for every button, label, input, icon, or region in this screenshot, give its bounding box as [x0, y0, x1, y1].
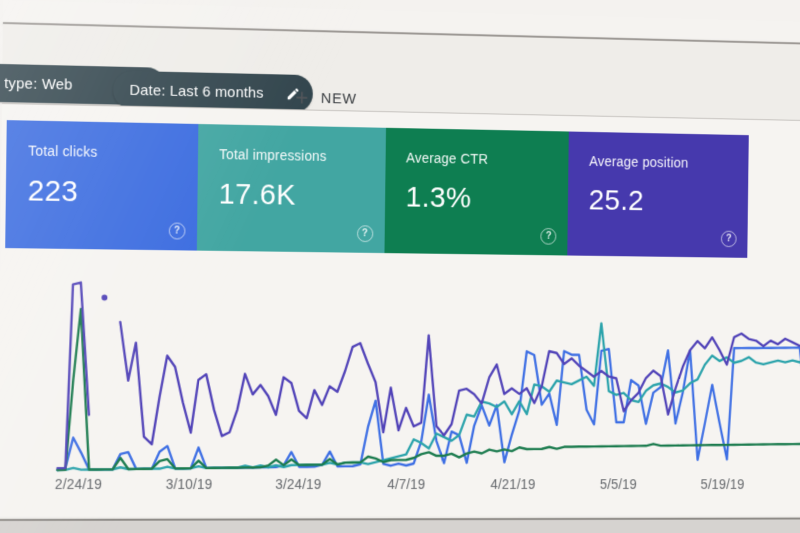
- total-impressions-card[interactable]: Total impressions 17.6K ?: [196, 123, 386, 254]
- new-filter-label: NEW: [320, 89, 358, 108]
- filter-bar: type: Web Date: Last 6 months + NEW: [0, 24, 800, 121]
- metric-cards-row: Total clicks 223 ? Total impressions 17.…: [5, 120, 749, 258]
- metric-value: 17.6K: [218, 177, 297, 212]
- x-axis-label: 4/21/19: [490, 476, 536, 492]
- average-position-card[interactable]: Average position 25.2 ?: [567, 131, 749, 258]
- x-axis-label: 3/10/19: [165, 476, 213, 492]
- help-icon[interactable]: ?: [168, 222, 186, 240]
- metric-label: Total impressions: [219, 146, 327, 164]
- x-axis-label: 3/24/19: [275, 476, 322, 492]
- x-axis-label: 5/5/19: [599, 476, 638, 492]
- metric-value: 223: [27, 174, 79, 209]
- metric-value: 1.3%: [405, 181, 472, 215]
- performance-line-chart[interactable]: [0, 250, 800, 491]
- help-icon[interactable]: ?: [720, 230, 737, 248]
- plus-icon: +: [295, 84, 309, 111]
- total-clicks-card[interactable]: Total clicks 223 ?: [5, 120, 199, 251]
- average-ctr-card[interactable]: Average CTR 1.3% ?: [383, 127, 570, 256]
- date-filter-chip[interactable]: Date: Last 6 months: [112, 70, 314, 113]
- bottom-band: [0, 519, 800, 533]
- help-icon[interactable]: ?: [356, 225, 373, 243]
- x-axis-label: 5/19/19: [700, 476, 745, 492]
- metric-label: Total clicks: [28, 142, 98, 160]
- date-filter-label: Date: Last 6 months: [129, 81, 264, 102]
- x-axis-label: 4/7/19: [387, 476, 426, 492]
- help-icon[interactable]: ?: [540, 227, 557, 245]
- x-axis-label: 2/24/19: [54, 476, 103, 492]
- series-position-line: [57, 281, 800, 469]
- metric-label: Average CTR: [405, 149, 489, 167]
- performance-report: Total clicks 223 ? Total impressions 17.…: [0, 104, 800, 519]
- search-type-filter-label: type: Web: [4, 74, 73, 94]
- metric-label: Average position: [589, 153, 689, 171]
- edit-icon[interactable]: [286, 86, 301, 101]
- metric-value: 25.2: [588, 184, 645, 217]
- series-ctr-line: [57, 306, 800, 470]
- x-axis: 2/24/19 3/10/19 3/24/19 4/7/19 4/21/19 5/5/19…: [0, 476, 800, 498]
- series-position-point: [101, 294, 108, 301]
